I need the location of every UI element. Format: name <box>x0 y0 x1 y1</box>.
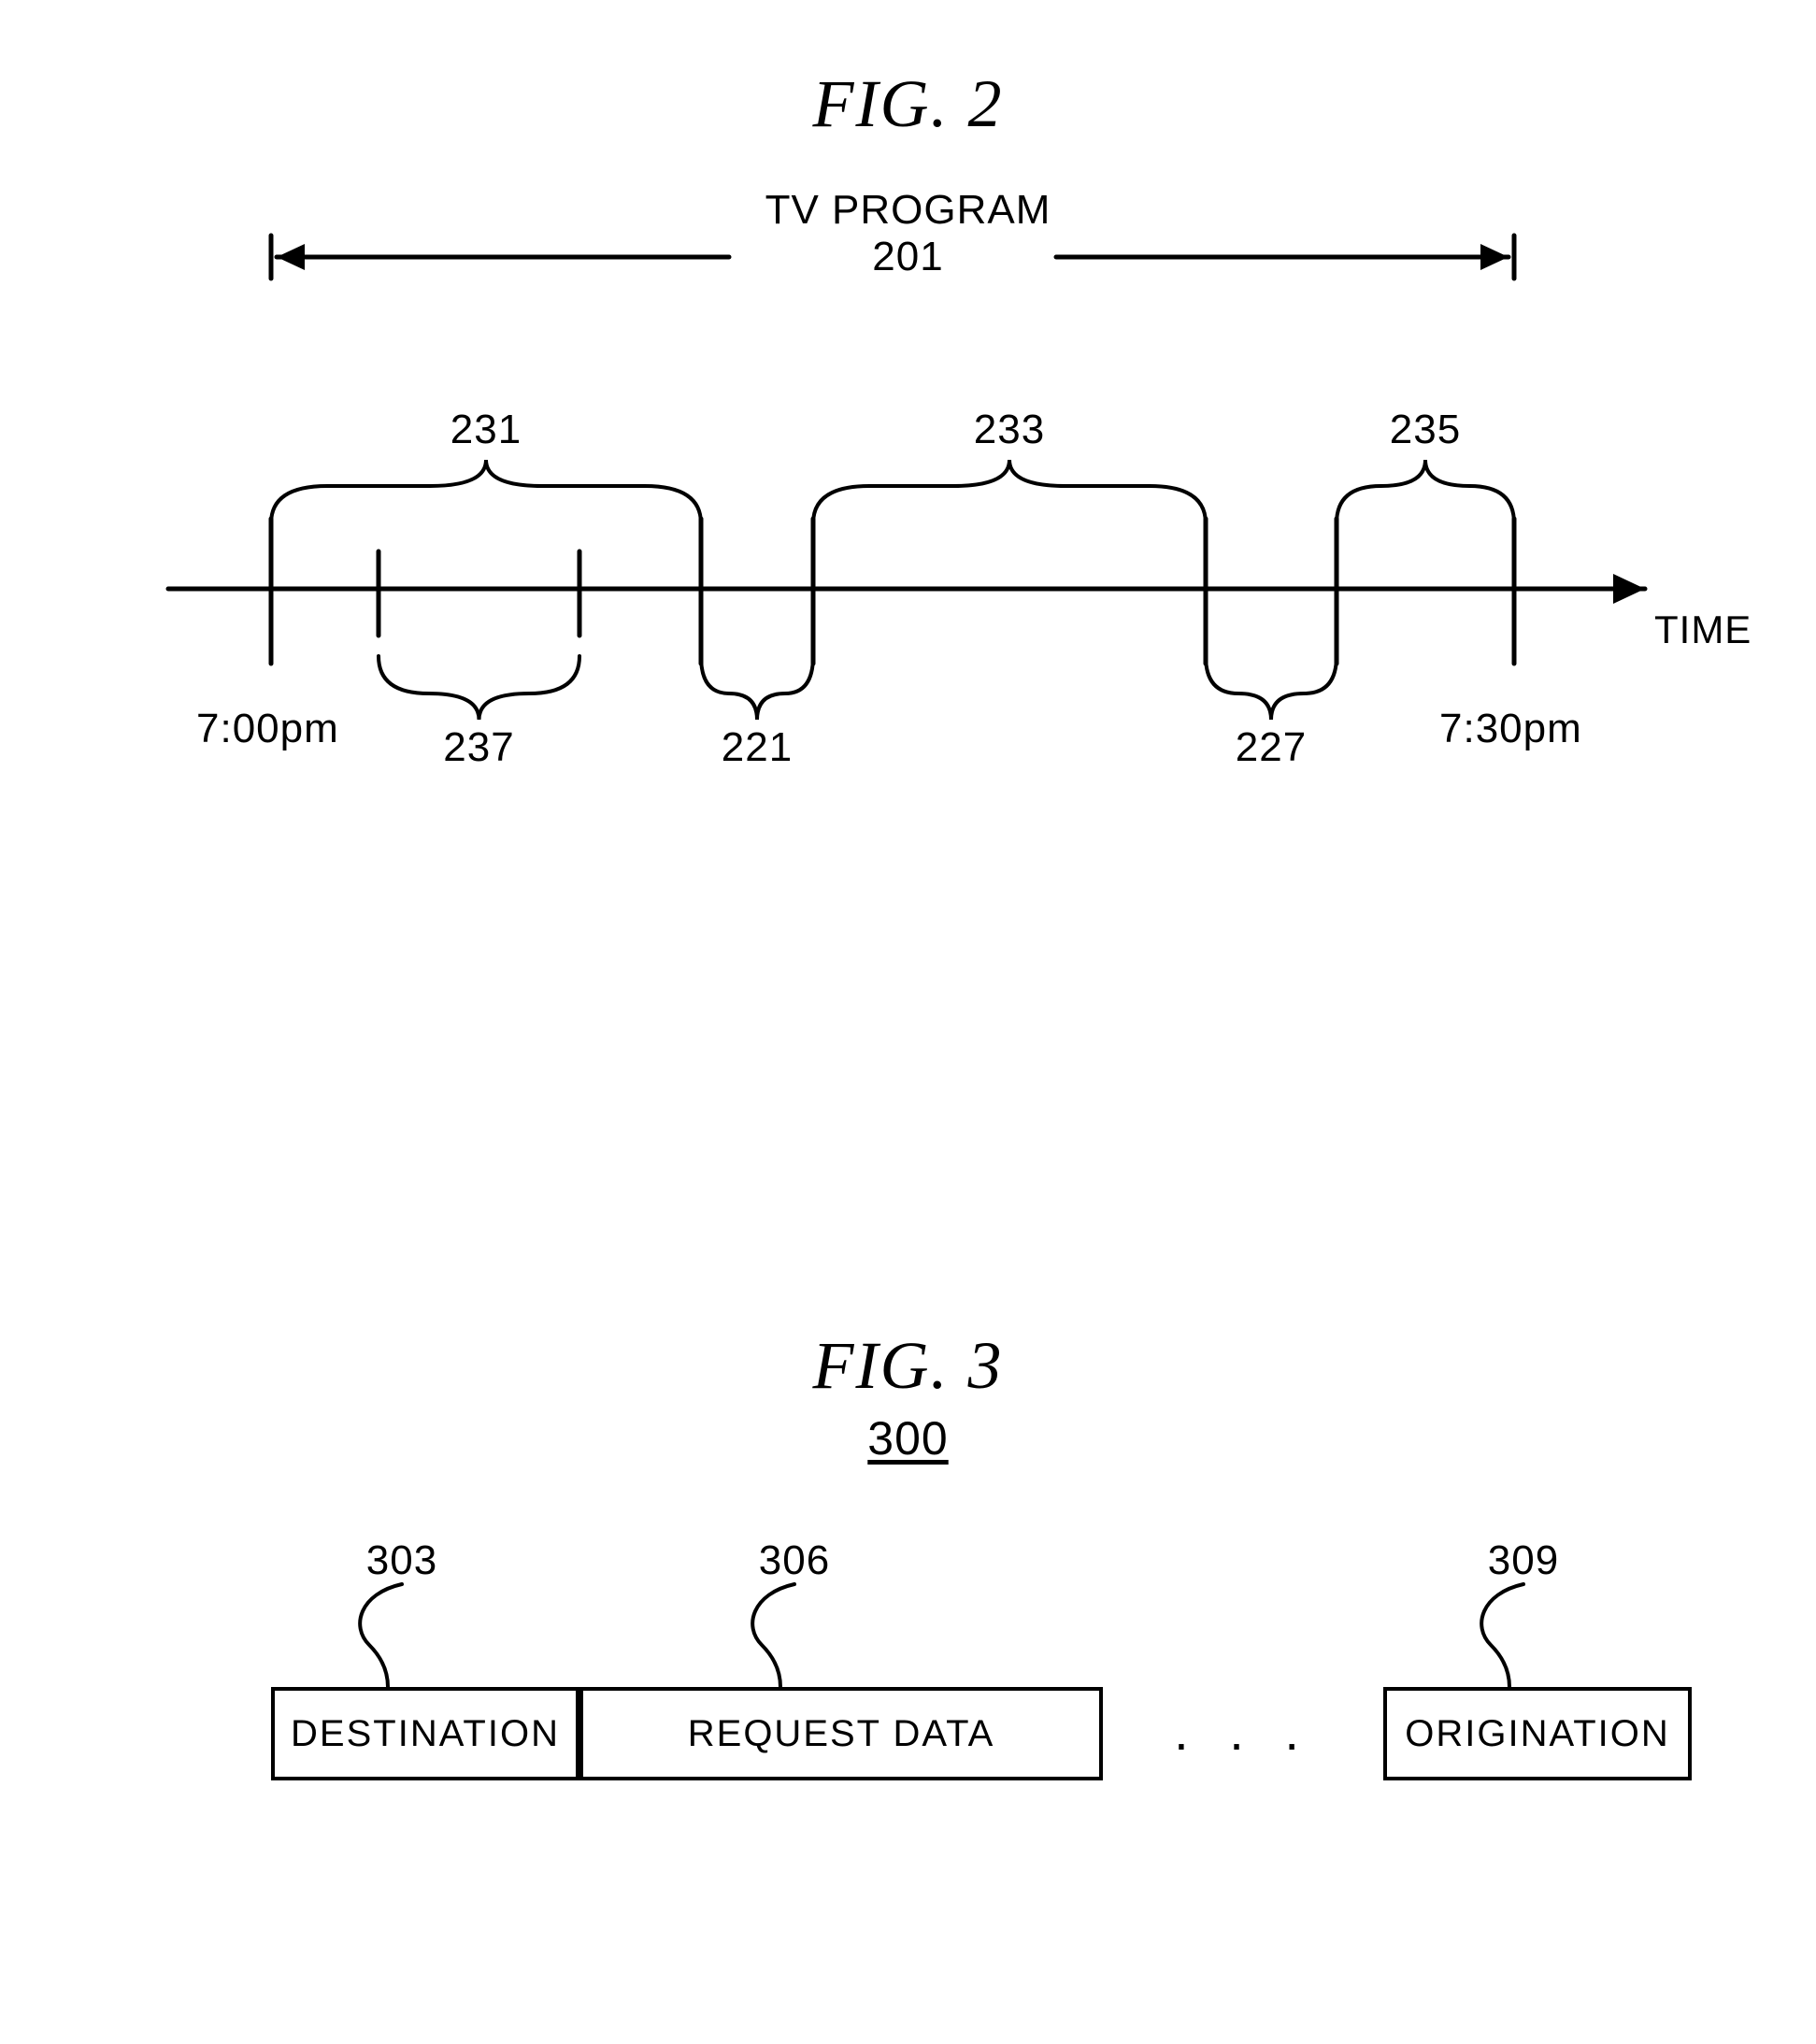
lead-label-309: 309 <box>1467 1537 1580 1584</box>
box-origination: ORIGINATION <box>1383 1687 1692 1780</box>
lead-label-306: 306 <box>738 1537 851 1584</box>
box-destination: DESTINATION <box>271 1687 579 1780</box>
box-destination-label: DESTINATION <box>291 1713 560 1755</box>
box-request-data-label: REQUEST DATA <box>688 1713 995 1755</box>
box-origination-label: ORIGINATION <box>1405 1713 1669 1755</box>
box-request-data: REQUEST DATA <box>579 1687 1103 1780</box>
ellipsis-dots: . . . <box>1112 1701 1374 1762</box>
lead-label-303: 303 <box>346 1537 458 1584</box>
